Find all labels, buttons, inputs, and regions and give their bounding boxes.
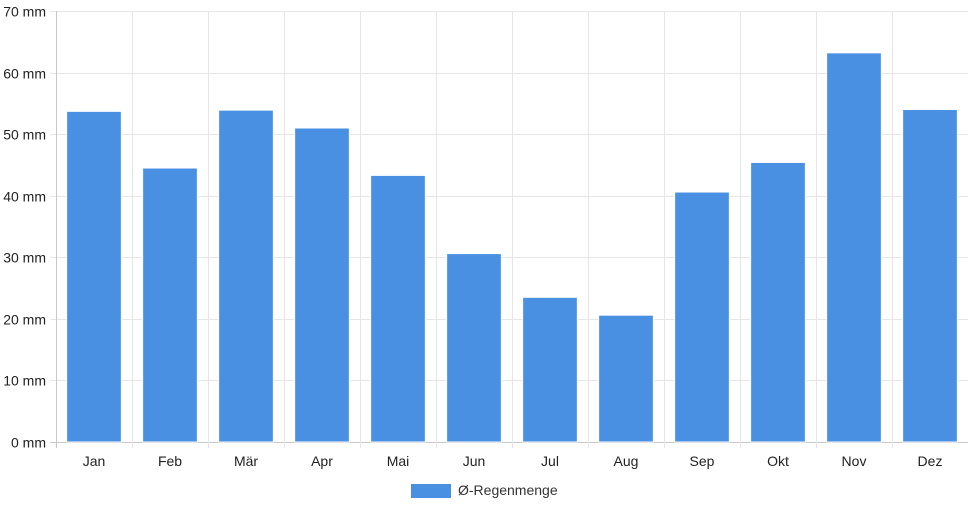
legend-label[interactable]: Ø-Regenmenge [458, 482, 558, 498]
bar-okt[interactable] [750, 161, 806, 443]
bar-jul[interactable] [522, 296, 578, 443]
x-tick-label: Apr [311, 453, 333, 469]
x-tick-label: Mai [387, 453, 410, 469]
x-tick-label: Jun [463, 453, 486, 469]
bar-apr[interactable] [294, 127, 350, 443]
bar-feb[interactable] [142, 167, 198, 443]
bar-dez[interactable] [902, 109, 958, 443]
x-tick-label: Mär [234, 453, 258, 469]
x-tick-label: Nov [842, 453, 867, 469]
bar-aug[interactable] [598, 314, 654, 443]
y-tick-label: 30 mm [3, 250, 46, 266]
bar-nov[interactable] [826, 52, 882, 443]
y-tick-label: 10 mm [3, 373, 46, 389]
bar-jan[interactable] [66, 110, 122, 443]
grid-layer [50, 11, 968, 448]
bar-mai[interactable] [370, 174, 426, 443]
y-tick-label: 40 mm [3, 189, 46, 205]
y-tick-label: 20 mm [3, 312, 46, 328]
x-tick-label: Okt [767, 453, 789, 469]
legend[interactable]: Ø-Regenmenge [411, 482, 558, 498]
x-tick-label: Jan [83, 453, 106, 469]
x-tick-label: Dez [918, 453, 943, 469]
bar-mär[interactable] [218, 109, 274, 443]
y-tick-label: 0 mm [11, 435, 46, 451]
bar-jun[interactable] [446, 253, 502, 443]
x-tick-label: Jul [541, 453, 559, 469]
bar-sep[interactable] [674, 191, 730, 443]
x-tick-label: Aug [614, 453, 639, 469]
x-tick-label: Feb [158, 453, 182, 469]
y-tick-label: 70 mm [3, 4, 46, 20]
x-tick-label: Sep [690, 453, 715, 469]
bar-layer [66, 52, 958, 443]
y-tick-label: 50 mm [3, 127, 46, 143]
axis-layer: 0 mm 10 mm 20 mm 30 mm 40 mm 50 mm 60 mm 70 mm J… [3, 4, 942, 470]
legend-swatch[interactable] [411, 484, 451, 498]
y-tick-label: 60 mm [3, 66, 46, 82]
